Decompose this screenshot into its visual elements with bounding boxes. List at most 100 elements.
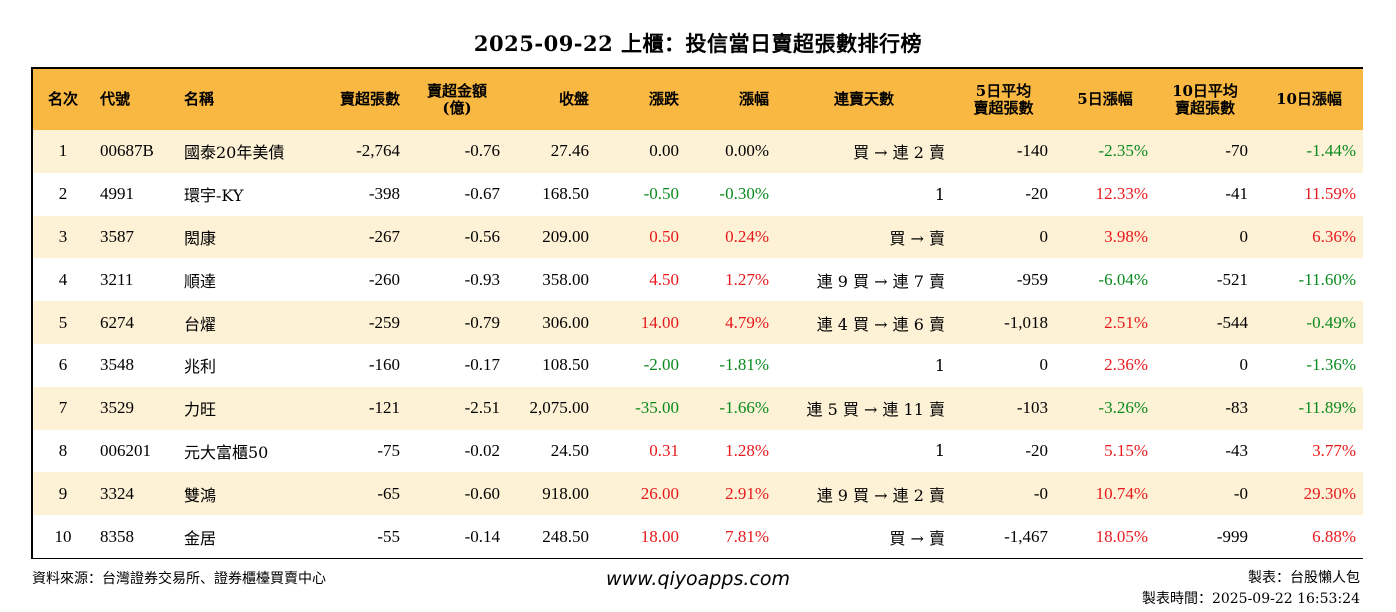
cell-pct5: 5.15% — [1104, 440, 1148, 460]
cell-net-sell-amount: -0.02 — [464, 440, 500, 460]
maker-note: 製表：台股懶人包 — [1248, 570, 1360, 586]
cell-pct10: 29.30% — [1303, 483, 1356, 503]
cell-close: 358.00 — [542, 269, 589, 289]
cell-avg5: -20 — [1025, 440, 1048, 460]
cell-code: 00687B — [100, 141, 154, 161]
cell-pct5: 18.05% — [1095, 526, 1148, 546]
cell-avg5: 0 — [1039, 355, 1049, 375]
cell-avg5: -103 — [1016, 398, 1048, 418]
cell-name: 順達 — [184, 271, 217, 291]
header-net-sell-amount: 賣超金額 (億) — [407, 69, 507, 130]
cell-code: 006201 — [100, 440, 151, 460]
cell-consecutive-days: 連 4 買 → 連 6 賣 — [816, 314, 945, 334]
header-pct10: 10日漲幅 — [1276, 90, 1342, 108]
cell-change: 0.50 — [649, 226, 679, 246]
cell-consecutive-days: 連 5 買 → 連 11 賣 — [806, 400, 945, 420]
ranking-table: 名次 代號 名稱 賣超張數 賣超金額 (億) 收盤 漲跌 漲幅 連賣天數 5日平… — [31, 67, 1363, 559]
cell-close: 918.00 — [542, 483, 589, 503]
header-avg10-line2: 賣超張數 — [1174, 98, 1235, 117]
cell-avg5: -140 — [1016, 141, 1048, 161]
cell-change-pct: 2.91% — [725, 483, 769, 503]
cell-net-sell-lots: -2,764 — [356, 141, 400, 161]
header-avg5-line2: 賣超張數 — [973, 98, 1034, 117]
cell-change-pct: 7.81% — [725, 526, 769, 546]
cell-consecutive-days: 1 — [934, 355, 945, 375]
cell-rank: 8 — [58, 440, 68, 460]
cell-rank: 1 — [58, 141, 68, 161]
cell-close: 168.50 — [542, 184, 589, 204]
cell-rank: 4 — [58, 269, 68, 289]
cell-avg5: -20 — [1025, 184, 1048, 204]
cell-rank: 9 — [58, 483, 68, 503]
cell-close: 27.46 — [550, 141, 589, 161]
cell-net-sell-lots: -160 — [368, 355, 400, 375]
cell-rank: 3 — [58, 226, 68, 246]
cell-consecutive-days: 買 → 賣 — [889, 528, 945, 548]
cell-pct10: 3.77% — [1312, 440, 1356, 460]
cell-name: 元大富櫃50 — [184, 442, 269, 462]
cell-name: 力旺 — [184, 400, 217, 420]
cell-avg10: -521 — [1216, 269, 1248, 289]
cell-net-sell-amount: -0.17 — [464, 355, 500, 375]
cell-change-pct: 4.79% — [725, 312, 769, 332]
header-change: 漲跌 — [648, 90, 679, 108]
page-title: 2025-09-22 上櫃：投信當日賣超張數排行榜 — [473, 31, 923, 56]
cell-net-sell-lots: -55 — [377, 526, 400, 546]
cell-net-sell-lots: -260 — [368, 269, 400, 289]
table-row: 2 4991 環宇-KY -398 -0.67 168.50 -0.50 -0.30% 1 -20… — [33, 172, 1363, 216]
cell-consecutive-days: 1 — [934, 441, 945, 461]
cell-change: 0.00 — [649, 141, 679, 161]
cell-change-pct: 1.27% — [725, 269, 769, 289]
cell-change-pct: -1.81% — [719, 355, 769, 375]
cell-name: 兆利 — [184, 357, 217, 377]
cell-rank: 5 — [58, 312, 68, 332]
cell-name: 雙鴻 — [184, 485, 217, 505]
cell-close: 2,075.00 — [529, 398, 590, 418]
header-net-sell-amount-line1: 賣超金額 — [426, 81, 487, 100]
cell-change: 14.00 — [640, 312, 679, 332]
cell-consecutive-days: 買 → 連 2 賣 — [853, 143, 945, 163]
cell-code: 4991 — [100, 184, 134, 204]
cell-name: 閎康 — [184, 228, 217, 248]
cell-avg10: -70 — [1225, 141, 1248, 161]
cell-pct5: 2.36% — [1104, 355, 1148, 375]
cell-change: -2.00 — [643, 355, 679, 375]
cell-net-sell-amount: -0.60 — [464, 483, 500, 503]
cell-pct5: 2.51% — [1104, 312, 1148, 332]
cell-pct5: -3.26% — [1098, 398, 1148, 418]
header-change-pct: 漲幅 — [738, 90, 769, 108]
website-link[interactable]: www.qiyoapps.com — [606, 568, 790, 590]
cell-pct5: 12.33% — [1095, 184, 1148, 204]
cell-net-sell-amount: -0.93 — [464, 269, 500, 289]
table-row: 7 3529 力旺 -121 -2.51 2,075.00 -35.00 -1.66% 連 5 … — [33, 386, 1363, 430]
cell-avg5: -0 — [1033, 483, 1048, 503]
cell-net-sell-lots: -259 — [368, 312, 400, 332]
cell-net-sell-lots: -65 — [377, 483, 400, 503]
cell-code: 8358 — [100, 526, 134, 546]
table-header-row: 名次 代號 名稱 賣超張數 賣超金額 (億) 收盤 漲跌 漲幅 連賣天數 5日平… — [33, 69, 1363, 130]
cell-pct10: -11.89% — [1298, 398, 1356, 418]
cell-avg10: 0 — [1239, 355, 1249, 375]
header-code: 代號 — [100, 90, 131, 108]
cell-code: 3548 — [100, 355, 134, 375]
cell-pct10: -1.44% — [1306, 141, 1356, 161]
cell-net-sell-amount: -0.56 — [464, 226, 500, 246]
table-row: 6 3548 兆利 -160 -0.17 108.50 -2.00 -1.81% 1 0 2.36%… — [33, 343, 1363, 387]
cell-avg10: -544 — [1216, 312, 1248, 332]
cell-avg10: 0 — [1239, 226, 1249, 246]
cell-net-sell-lots: -75 — [377, 440, 400, 460]
cell-name: 金居 — [184, 528, 217, 548]
cell-pct10: -11.60% — [1298, 269, 1356, 289]
header-pct5: 5日漲幅 — [1077, 90, 1133, 108]
cell-consecutive-days: 買 → 賣 — [889, 228, 945, 248]
table-row: 10 8358 金居 -55 -0.14 248.50 18.00 7.81% 買 → 賣 -1,… — [33, 515, 1363, 558]
cell-consecutive-days: 1 — [934, 184, 945, 204]
header-avg5: 5日平均 賣超張數 — [952, 69, 1055, 130]
cell-code: 3324 — [100, 483, 134, 503]
cell-change-pct: -0.30% — [719, 184, 769, 204]
cell-pct5: 3.98% — [1104, 226, 1148, 246]
generated-time: 製表時間：2025-09-22 16:53:24 — [1141, 591, 1360, 607]
cell-change: 4.50 — [649, 269, 679, 289]
table-row: 5 6274 台燿 -259 -0.79 306.00 14.00 4.79% 連 4 買 → … — [33, 301, 1363, 344]
cell-avg10: -83 — [1225, 398, 1248, 418]
